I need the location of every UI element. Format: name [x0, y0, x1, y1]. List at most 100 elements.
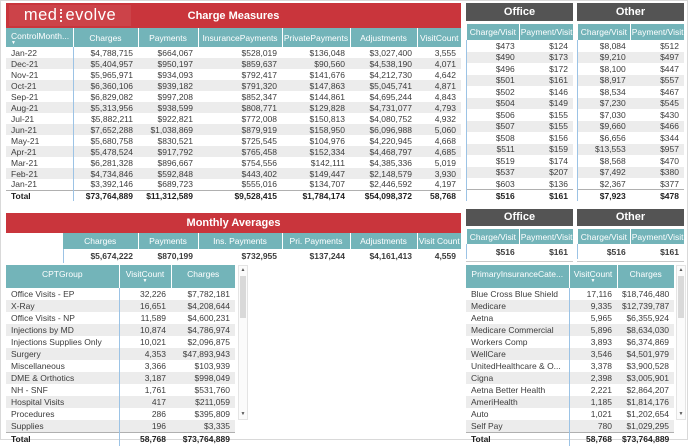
table-row[interactable]: $8,917 $557 [576, 74, 684, 86]
column-header-payment-per-visit[interactable]: Payment/Visit [630, 229, 684, 244]
table-row[interactable]: $13,553 $957 [576, 143, 684, 155]
table-row[interactable]: Blue Cross Blue Shield 17,116 $18,746,480 [466, 288, 674, 300]
table-row[interactable]: NH - SNF 1,761 $531,760 [6, 384, 235, 396]
table-row[interactable]: Dec-21 $5,404,957 $950,197 $859,637 $90,560 $… [6, 58, 461, 69]
table-row[interactable]: Injections Supplies Only 10,021 $2,096,875 [6, 336, 235, 348]
table-row[interactable]: $2,367 $377 [576, 178, 685, 190]
table-row[interactable]: Apr-21 $5,478,524 $917,792 $765,458 $152,334… [6, 146, 461, 157]
column-header-charge-per-visit[interactable]: Charge/Visit [577, 24, 631, 40]
vertical-scrollbar[interactable]: ▲ ▼ [676, 265, 686, 420]
column-header-primaryinsurancecategory[interactable]: PrimaryInsuranceCate... [466, 265, 569, 288]
scroll-down-icon[interactable]: ▼ [240, 411, 246, 417]
table-row[interactable]: $508 $156 [465, 132, 574, 144]
table-row[interactable]: Jun-21 $7,652,288 $1,038,869 $879,919 $158,9… [6, 124, 461, 135]
table-row[interactable]: Self Pay 780 $1,029,295 [466, 420, 674, 432]
table-row[interactable]: Injections by MD 10,874 $4,786,974 [6, 324, 235, 336]
table-row[interactable]: Supplies 196 $3,335 [6, 420, 235, 432]
cell: $447 [660, 63, 679, 74]
table-row[interactable]: $8,568 $470 [576, 155, 685, 167]
table-row[interactable]: $473 $124 [465, 40, 574, 52]
table-row[interactable]: $502 $146 [465, 86, 574, 98]
table-row[interactable]: May-21 $5,680,758 $830,521 $725,545 $104,976… [6, 135, 461, 146]
column-header-visitcount[interactable]: VisitCount ▼ [568, 265, 617, 288]
column-header-adjustments[interactable]: Adjustments [349, 233, 417, 249]
table-row[interactable]: Jan-21 $3,392,146 $689,723 $555,016 $134,707… [6, 179, 461, 190]
table-row[interactable]: Medicare 9,335 $12,739,787 [466, 300, 674, 312]
table-row[interactable]: $7,492 $380 [576, 166, 684, 178]
table-row[interactable]: $511 $159 [465, 143, 573, 155]
table-row[interactable]: $8,084 $512 [576, 40, 685, 52]
column-header-ins-payments[interactable]: Ins. Payments [197, 233, 282, 249]
table-row[interactable]: $7,230 $545 [576, 97, 684, 109]
table-row[interactable]: Sep-21 $6,829,082 $997,208 $852,347 $144,861… [6, 91, 461, 102]
cell: $917,792 [138, 146, 198, 157]
column-header-visit-count[interactable]: Visit Count [416, 233, 461, 249]
scroll-up-icon[interactable]: ▲ [240, 267, 246, 273]
column-header-pri-payments[interactable]: Pri. Payments [281, 233, 350, 249]
column-header-payment-per-visit[interactable]: Payment/Visit [519, 229, 573, 244]
table-row[interactable]: $9,660 $466 [576, 120, 684, 132]
column-header-payments[interactable]: Payments [137, 28, 198, 47]
table-row[interactable]: $519 $174 [465, 155, 574, 167]
table-row[interactable]: Procedures 286 $395,809 [6, 408, 235, 420]
table-row[interactable]: Aetna Better Health 2,221 $2,864,207 [466, 384, 674, 396]
table-row[interactable]: Mar-21 $6,281,328 $896,667 $754,556 $142,111… [6, 157, 461, 168]
table-row[interactable]: Nov-21 $5,965,971 $934,093 $792,417 $141,676… [6, 69, 461, 80]
column-header-insurancepayments[interactable]: InsurancePayments [197, 28, 282, 47]
table-row[interactable]: Workers Comp 3,893 $6,374,869 [466, 336, 674, 348]
column-header-charge-per-visit[interactable]: Charge/Visit [466, 24, 520, 40]
scroll-up-icon[interactable]: ▲ [678, 267, 684, 273]
table-row[interactable]: Oct-21 $6,360,106 $939,182 $791,320 $147,863… [6, 80, 461, 91]
table-row[interactable]: Feb-21 $4,734,846 $592,848 $443,402 $149,447… [6, 168, 461, 179]
table-row[interactable]: Cigna 2,398 $3,005,901 [466, 372, 674, 384]
table-row[interactable]: Aug-21 $5,313,956 $938,599 $808,771 $129,828… [6, 102, 461, 113]
table-row[interactable]: $7,030 $430 [576, 109, 685, 121]
table-row[interactable]: $8,534 $467 [576, 86, 685, 98]
column-header-charges[interactable]: Charges [170, 265, 235, 288]
table-row[interactable]: $506 $155 [465, 109, 574, 121]
table-row[interactable]: Jul-21 $5,882,211 $922,821 $772,008 $150,813… [6, 113, 461, 124]
table-row[interactable]: Miscellaneous 3,366 $103,939 [6, 360, 235, 372]
scroll-down-icon[interactable]: ▼ [678, 411, 684, 417]
column-header-charge-per-visit[interactable]: Charge/Visit [577, 229, 631, 244]
column-header-charges[interactable]: Charges [616, 265, 674, 288]
scrollbar-thumb[interactable] [240, 276, 246, 318]
column-header-charges[interactable]: Charges [72, 28, 138, 47]
table-row[interactable]: $496 $172 [465, 63, 574, 75]
column-header-payment-per-visit[interactable]: Payment/Visit [630, 24, 684, 40]
column-header-privatepayments[interactable]: PrivatePayments [281, 28, 350, 47]
table-row[interactable]: Office Visits - NP 11,589 $4,600,231 [6, 312, 235, 324]
column-header-charge-per-visit[interactable]: Charge/Visit [466, 229, 520, 244]
table-row[interactable]: $6,656 $344 [576, 132, 685, 144]
table-row[interactable]: $507 $155 [465, 120, 573, 132]
column-header-adjustments[interactable]: Adjustments [349, 28, 417, 47]
table-row[interactable]: $501 $161 [465, 74, 573, 86]
table-row[interactable]: Jan-22 $4,788,715 $664,067 $528,019 $136,048… [6, 47, 461, 58]
table-row[interactable]: WellCare 3,546 $4,501,979 [466, 348, 674, 360]
vertical-scrollbar[interactable]: ▲ ▼ [238, 265, 248, 420]
column-header-visitcount[interactable]: VisitCount ▼ [118, 265, 171, 288]
table-row[interactable]: AmeriHealth 1,185 $1,814,176 [466, 396, 674, 408]
column-header-visitcount[interactable]: VisitCount [416, 28, 461, 47]
column-header-cptgroup[interactable]: CPTGroup [6, 265, 119, 288]
table-row[interactable]: $8,100 $447 [576, 63, 685, 75]
table-row[interactable]: Auto 1,021 $1,202,654 [466, 408, 674, 420]
table-row[interactable]: Aetna 5,965 $6,355,924 [466, 312, 674, 324]
column-header-payment-per-visit[interactable]: Payment/Visit [519, 24, 573, 40]
table-row[interactable]: Medicare Commercial 5,896 $8,634,030 [466, 324, 674, 336]
table-row[interactable]: $603 $136 [465, 178, 574, 190]
table-row[interactable]: $504 $149 [465, 97, 573, 109]
column-header-controlmonth[interactable]: ControlMonth... ▼ [6, 28, 73, 47]
table-row[interactable]: UnitedHealthcare & O... 3,378 $3,900,528 [466, 360, 674, 372]
table-row[interactable]: $9,210 $497 [576, 51, 684, 63]
table-row[interactable]: DME & Orthotics 3,187 $998,049 [6, 372, 235, 384]
column-header-charges[interactable]: Charges [63, 233, 138, 249]
table-row[interactable]: Surgery 4,353 $47,893,943 [6, 348, 235, 360]
column-header-payments[interactable]: Payments [137, 233, 198, 249]
table-row[interactable]: X-Ray 16,651 $4,208,644 [6, 300, 235, 312]
table-row[interactable]: $490 $173 [465, 51, 573, 63]
scrollbar-thumb[interactable] [678, 276, 684, 318]
table-row[interactable]: Hospital Visits 417 $211,059 [6, 396, 235, 408]
table-row[interactable]: $537 $207 [465, 166, 573, 178]
table-row[interactable]: Office Visits - EP 32,226 $7,782,181 [6, 288, 235, 300]
